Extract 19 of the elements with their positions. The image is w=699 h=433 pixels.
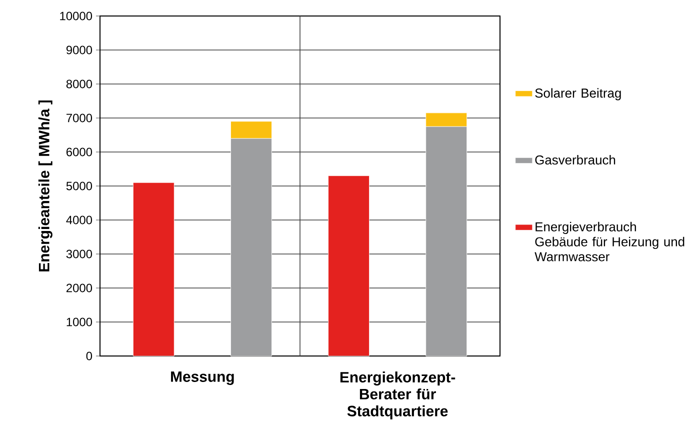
y-tick-label: 9000	[66, 46, 92, 54]
legend-label: Energieverbrauch Gebäude für Heizung und Warmwasser	[534, 222, 684, 262]
y-tick-label: 0	[86, 352, 92, 360]
text: Messung	[171, 372, 234, 385]
y-tick-label: 4000	[66, 216, 92, 224]
y-tick-label: 1000	[66, 318, 92, 326]
legend-label: Solarer Beitrag	[535, 88, 621, 100]
y-axis-title: Energieanteile [ MWh/a ]	[38, 100, 52, 272]
y-tick-label: 5000	[66, 182, 92, 190]
legend-label: Gasverbrauch	[535, 155, 616, 165]
y-tick-label: 8000	[66, 80, 92, 88]
bar	[328, 176, 370, 356]
y-tick-label: 10000	[60, 12, 92, 20]
bar	[132, 182, 174, 356]
y-tick-label: 3000	[66, 250, 92, 258]
y-tick-label: 7000	[66, 114, 92, 122]
text: Energiekonzept-Berater für Stadtquartiere	[340, 372, 456, 420]
y-tick-label: 2000	[66, 284, 92, 292]
y-tick-label: 6000	[66, 148, 92, 156]
